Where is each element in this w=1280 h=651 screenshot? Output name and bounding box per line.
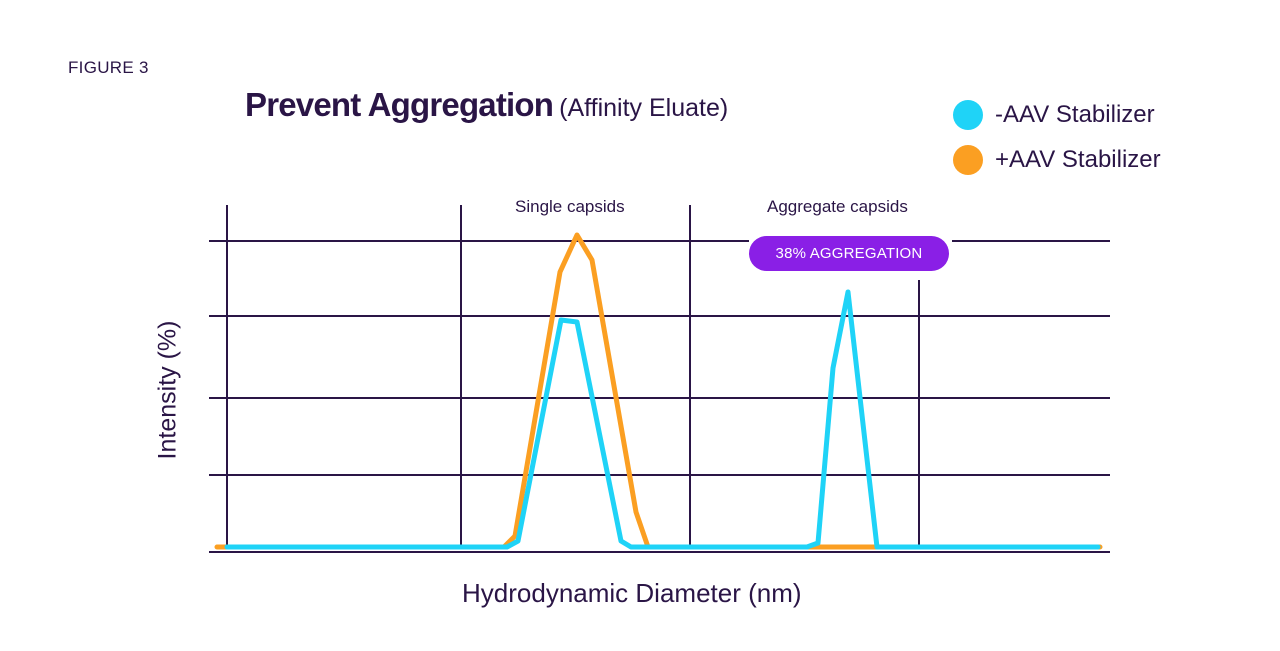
chart-title: Prevent Aggregation (Affinity Eluate): [245, 86, 728, 124]
gridlines: [209, 205, 1110, 553]
series-plus-stabilizer: [214, 232, 1103, 550]
orange-dot-icon: [953, 144, 983, 175]
legend-label: +AAV Stabilizer: [995, 145, 1161, 173]
legend-label: -AAV Stabilizer: [995, 100, 1155, 128]
chart-title-main: Prevent Aggregation: [245, 86, 554, 123]
chart-title-sub: (Affinity Eluate): [559, 94, 729, 122]
legend-item-plus-stabilizer: +AAV Stabilizer: [953, 137, 1161, 182]
aggregate-capsids-label: Aggregate capsids: [767, 197, 908, 216]
series-minus-stabilizer: [224, 289, 1101, 550]
figure-label: FIGURE 3: [68, 58, 149, 77]
legend-item-minus-stabilizer: -AAV Stabilizer: [953, 92, 1161, 137]
y-axis-label: Intensity (%): [153, 320, 182, 460]
x-axis-label: Hydrodynamic Diameter (nm): [462, 578, 802, 608]
single-capsids-label: Single capsids: [515, 197, 625, 216]
aggregation-badge: 38% AGGREGATION: [749, 236, 949, 271]
legend: -AAV Stabilizer +AAV Stabilizer: [953, 92, 1161, 182]
cyan-dot-icon: [953, 99, 983, 130]
